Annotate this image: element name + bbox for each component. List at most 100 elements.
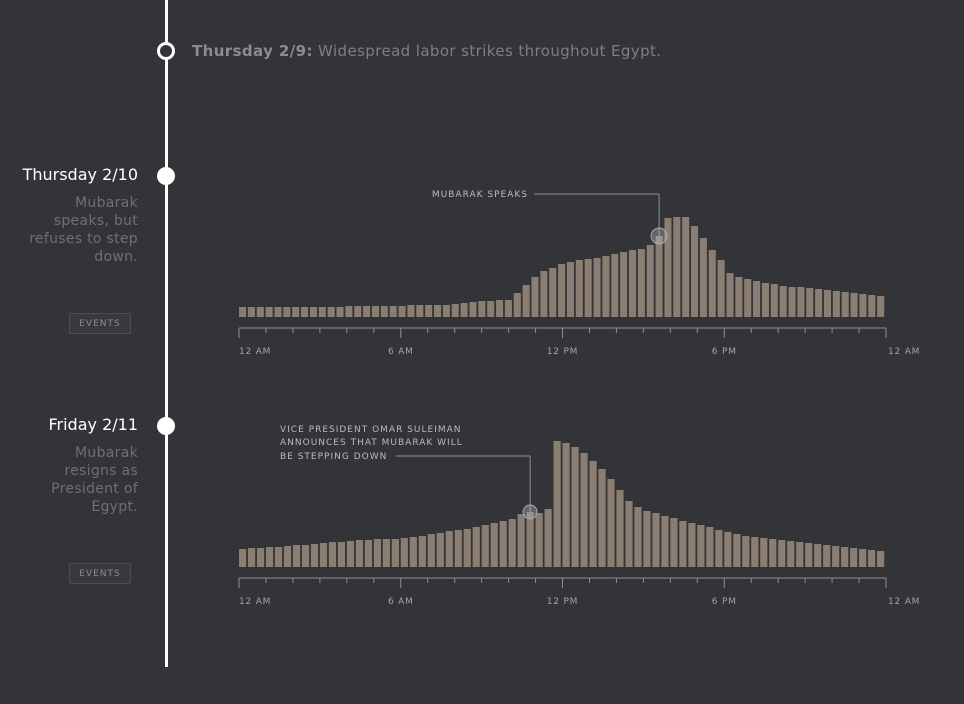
chart2-bar — [751, 537, 759, 567]
chart2-bar — [589, 461, 597, 567]
chart1-bar — [841, 292, 849, 317]
chart1-bar — [380, 306, 388, 317]
chart1-bar — [531, 277, 539, 317]
section-title-feb11: Friday 2/11 — [48, 415, 138, 434]
chart2-bar — [571, 447, 579, 567]
chart1-bar — [478, 301, 486, 317]
events-button-feb11[interactable]: EVENTS — [69, 563, 131, 584]
chart1-bar — [549, 268, 557, 317]
chart2-bar — [239, 549, 247, 567]
chart1-bar — [309, 307, 317, 317]
chart1-bar — [655, 236, 663, 317]
chart1-bar — [584, 259, 592, 317]
chart2-tick-label: 12 AM — [888, 597, 920, 607]
chart2-bar — [292, 545, 301, 567]
chart1-bar — [274, 307, 282, 317]
chart2-annotation-text: VICE PRESIDENT OMAR SULEIMAN — [280, 425, 462, 435]
chart1-bar — [717, 260, 725, 317]
section-description-feb11: Mubarak resigns as President of Egypt. — [51, 445, 138, 515]
chart1-bar — [797, 287, 805, 317]
chart2-bar — [580, 453, 588, 567]
chart2-bar — [787, 541, 795, 567]
chart2-bar — [706, 527, 714, 567]
chart1-annotation-marker — [650, 227, 668, 245]
chart1-bar — [265, 307, 273, 317]
timeline-node-feb10[interactable] — [157, 167, 175, 185]
chart1-bar — [691, 226, 699, 317]
chart1-bar — [611, 254, 619, 317]
chart2-bar — [553, 441, 561, 567]
intro-text: Widespread labor strikes throughout Egyp… — [318, 42, 662, 60]
chart1-bar — [460, 303, 468, 317]
chart2-bar — [391, 539, 399, 567]
chart1-bar — [283, 307, 291, 317]
chart1-bar — [699, 238, 707, 317]
chart2-bar — [823, 545, 831, 567]
chart2-bar — [805, 543, 813, 567]
chart2-bar — [724, 532, 732, 567]
chart2-tick-label: 12 PM — [547, 597, 579, 607]
chart1-bar — [859, 294, 867, 317]
chart1-bar — [558, 264, 566, 317]
chart2-bar — [742, 536, 750, 567]
chart1-bar — [513, 293, 521, 317]
chart2-bar — [616, 490, 624, 567]
chart2-bar — [760, 538, 768, 567]
chart2-tick-label: 12 AM — [239, 597, 271, 607]
chart1-bar — [788, 287, 796, 317]
chart1-bar — [256, 307, 264, 317]
section-description-feb10: Mubarak speaks, but refuses to step down… — [29, 195, 138, 265]
chart1-bar — [815, 289, 823, 317]
chart1-bar — [504, 300, 512, 317]
chart2-bar — [319, 543, 328, 567]
chart2-bar — [841, 547, 849, 567]
chart2-bar — [481, 525, 489, 567]
chart1-bar — [522, 285, 530, 317]
chart1-bar — [850, 293, 858, 317]
chart1-bar — [433, 305, 442, 317]
chart2-bar — [418, 536, 426, 567]
chart1-bar — [832, 291, 840, 317]
chart2-bar — [634, 507, 642, 567]
chart1-bar — [664, 218, 672, 317]
chart2-bar — [400, 538, 408, 567]
chart1-bar — [744, 279, 752, 317]
chart1-tick-label: 12 AM — [888, 347, 920, 357]
chart1-bar — [770, 284, 778, 317]
chart2-bar — [337, 542, 346, 567]
chart2-bar — [733, 534, 741, 567]
chart1-bar — [469, 302, 477, 317]
chart1-bar — [726, 273, 734, 317]
chart1-bar — [416, 305, 424, 317]
chart2-annotation-text: BE STEPPING DOWN — [280, 452, 387, 462]
chart2-bar — [778, 540, 786, 567]
chart2-bar — [679, 521, 687, 567]
chart1-bar — [442, 305, 450, 317]
chart1-bar — [247, 307, 255, 317]
chart1-bar — [806, 288, 814, 317]
chart1-bar — [389, 306, 397, 317]
chart1-tick-label: 6 AM — [388, 347, 414, 357]
chart1-bar — [877, 296, 885, 317]
chart2-bar — [814, 544, 822, 567]
chart2-bar — [796, 542, 804, 567]
chart2-bar — [670, 518, 678, 567]
chart1-bar — [753, 281, 761, 317]
chart2-bar — [562, 443, 570, 567]
chart1-tick-label: 12 AM — [239, 347, 271, 357]
chart1-bar — [451, 304, 459, 317]
chart2-bar — [346, 541, 355, 567]
timeline-node-feb11[interactable] — [157, 417, 175, 435]
events-button-feb10[interactable]: EVENTS — [69, 313, 131, 334]
chart2-bar — [301, 545, 310, 567]
chart1-bar — [637, 249, 645, 317]
chart1-bar — [425, 305, 433, 317]
chart1-bar — [239, 307, 247, 317]
chart1-bar — [496, 300, 504, 317]
chart2-bar — [409, 537, 417, 567]
chart1-bar — [407, 305, 415, 317]
timeline-node-feb9 — [157, 42, 175, 60]
chart2-bar — [661, 516, 669, 567]
intro-day: Thursday 2/9: — [192, 42, 313, 60]
